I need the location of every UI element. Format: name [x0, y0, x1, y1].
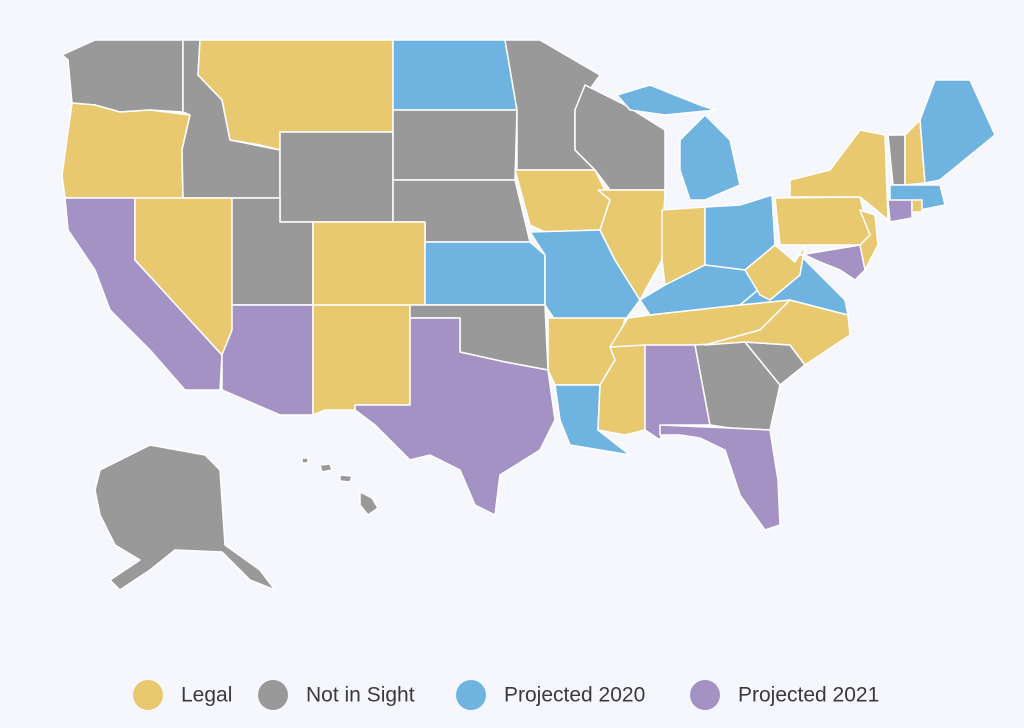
state — [887, 199, 913, 223]
state — [799, 244, 866, 281]
state — [597, 189, 666, 301]
legend-label: Projected 2021 — [738, 684, 879, 707]
state — [424, 241, 546, 306]
state — [919, 79, 996, 184]
legend-swatch — [690, 680, 720, 710]
state — [61, 102, 191, 199]
state — [887, 134, 906, 186]
legend: Legal Not in Sight Projected 2020 Projected… — [133, 680, 879, 710]
state — [312, 221, 426, 306]
legend-swatch — [456, 680, 486, 710]
state — [61, 39, 184, 113]
state — [279, 131, 394, 223]
state — [679, 114, 741, 201]
legend-swatch — [258, 680, 288, 710]
state — [514, 169, 611, 233]
state — [392, 39, 518, 111]
states — [61, 39, 996, 591]
legend-label: Not in Sight — [306, 684, 415, 707]
state — [312, 304, 411, 416]
state — [789, 129, 889, 221]
legend-swatch — [133, 680, 163, 710]
state — [339, 474, 353, 483]
state — [616, 84, 716, 116]
legend-label: Legal — [181, 684, 232, 707]
state — [221, 304, 314, 416]
state — [774, 196, 871, 246]
state — [354, 317, 556, 516]
state — [94, 444, 276, 591]
state — [359, 491, 379, 516]
state — [301, 457, 309, 464]
state — [659, 424, 781, 531]
legend-label: Projected 2020 — [504, 684, 645, 707]
state — [392, 109, 518, 181]
state — [911, 199, 923, 213]
state — [744, 244, 806, 301]
state — [319, 463, 333, 473]
